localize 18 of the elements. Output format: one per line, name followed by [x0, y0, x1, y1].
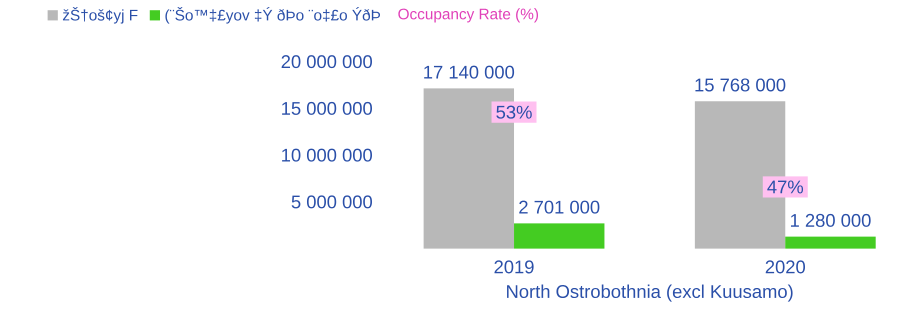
- y-tick-label: 15 000 000: [282, 102, 372, 116]
- y-tick-label: 5 000 000: [292, 196, 372, 209]
- annotation: 47%: [767, 180, 804, 194]
- x-tick-label: 2020: [766, 260, 806, 274]
- data-label: 15 768 000: [695, 78, 786, 92]
- annotation: 53%: [496, 106, 532, 119]
- data-label: 1 280 000: [790, 214, 871, 228]
- legend-label: žŠ†oš¢yj F: [62, 7, 138, 24]
- data-label: 2 701 000: [519, 200, 600, 214]
- bar: [785, 236, 876, 249]
- y-tick-label: 20 000 000: [282, 55, 372, 68]
- data-label: 17 140 000: [424, 66, 514, 79]
- x-tick-label: 2019: [494, 260, 534, 274]
- text: Occupancy Rate (%): [398, 8, 538, 23]
- bar: [514, 224, 604, 249]
- x-axis-title: North Ostrobothnia (excl Kuusamo): [507, 284, 793, 302]
- y-tick-label: 10 000 000: [282, 148, 372, 162]
- legend-label: (¨Šo™‡£yov ‡Ý ðÞo ¨o‡£o ÝðÞ: [165, 7, 380, 24]
